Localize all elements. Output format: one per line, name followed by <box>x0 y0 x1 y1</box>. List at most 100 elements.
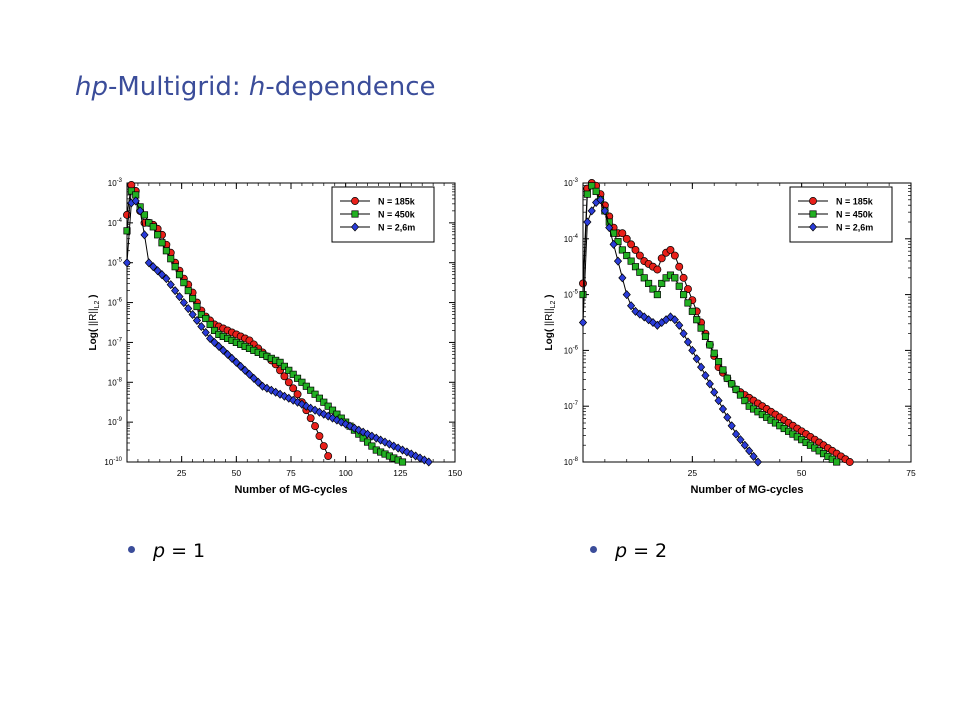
data-point <box>302 382 310 390</box>
data-point <box>227 353 237 363</box>
bullet-var: p <box>153 540 166 562</box>
title-hp: hp <box>75 72 108 102</box>
y-tick-label: 10-8 <box>108 377 123 387</box>
y-tick-label: 10-3 <box>108 178 123 188</box>
data-point <box>631 246 640 254</box>
data-point <box>588 182 596 190</box>
data-point <box>605 223 614 233</box>
data-point <box>328 406 337 414</box>
data-point <box>206 320 214 329</box>
y-tick-label: 10-4 <box>564 234 579 244</box>
data-point <box>157 270 167 280</box>
data-point <box>723 374 731 382</box>
data-point <box>285 366 293 374</box>
data-point <box>153 266 162 276</box>
data-point <box>701 332 710 341</box>
data-point <box>398 458 407 466</box>
data-point <box>184 304 193 314</box>
data-point <box>197 321 206 332</box>
data-point <box>658 279 666 287</box>
data-point <box>297 399 307 409</box>
data-point <box>627 301 636 311</box>
data-point <box>262 383 272 393</box>
data-point <box>706 341 714 349</box>
data-point <box>193 303 201 311</box>
data-point <box>631 306 640 316</box>
slide-title: hp-Multigrid: h-dependence <box>75 72 436 102</box>
y-tick-label: 10-5 <box>564 290 579 300</box>
data-point <box>683 337 693 347</box>
data-point <box>741 397 749 405</box>
data-point <box>587 206 596 216</box>
data-point <box>809 197 817 205</box>
data-point <box>122 258 132 268</box>
data-point <box>701 370 710 381</box>
x-tick-label: 75 <box>906 468 916 478</box>
x-tick-label: 125 <box>393 468 407 478</box>
data-point <box>284 378 293 387</box>
data-point <box>631 263 640 271</box>
y-axis-label: Log( ||R||L2 ) <box>544 295 557 351</box>
bullet-text: = 1 <box>165 540 206 562</box>
data-point <box>808 222 818 232</box>
data-point <box>328 413 337 423</box>
data-point <box>197 310 205 319</box>
data-point <box>179 298 188 308</box>
legend-label: N = 185k <box>378 197 416 207</box>
data-point <box>368 442 376 450</box>
data-point <box>845 458 854 466</box>
data-point <box>192 315 202 326</box>
data-point <box>723 412 732 422</box>
title-h: h <box>248 72 266 102</box>
data-point <box>189 295 197 303</box>
x-tick-label: 25 <box>177 468 187 478</box>
data-point <box>289 384 298 393</box>
data-point <box>740 440 749 450</box>
data-point <box>127 187 135 195</box>
data-point <box>675 262 684 271</box>
data-point <box>728 380 736 388</box>
data-point <box>693 316 701 324</box>
data-point <box>600 206 609 216</box>
data-point <box>171 286 180 296</box>
data-point <box>184 287 192 295</box>
data-point <box>653 265 662 274</box>
data-point <box>627 257 635 265</box>
data-point <box>206 333 215 343</box>
data-point <box>254 377 263 387</box>
x-tick-label: 50 <box>797 468 807 478</box>
data-point <box>276 358 284 366</box>
x-axis-label: Number of MG-cycles <box>690 484 803 496</box>
data-point <box>166 280 175 290</box>
legend-label: N = 2,6m <box>378 223 415 233</box>
data-point <box>697 362 706 372</box>
data-point <box>753 457 763 467</box>
bullet-text: = 2 <box>627 540 668 562</box>
x-tick-label: 100 <box>339 468 353 478</box>
data-point <box>385 439 394 449</box>
data-point <box>145 219 153 227</box>
x-tick-label: 75 <box>286 468 296 478</box>
data-point <box>162 247 170 255</box>
legend-label: N = 185k <box>836 197 874 207</box>
data-point <box>315 407 324 417</box>
data-point <box>622 234 631 243</box>
data-point <box>705 379 714 389</box>
data-point <box>653 291 661 299</box>
data-point <box>675 320 684 330</box>
data-point <box>684 285 692 293</box>
x-axis-label: Number of MG-cycles <box>234 484 347 496</box>
data-point <box>398 445 407 455</box>
data-point <box>376 435 385 445</box>
data-point <box>583 217 592 227</box>
y-tick-label: 10-6 <box>108 298 123 308</box>
bullet-var: p <box>615 540 628 562</box>
data-point <box>302 401 311 411</box>
data-point <box>583 190 591 198</box>
data-point <box>424 457 433 467</box>
bullet-dot <box>128 546 135 553</box>
data-point <box>635 251 644 260</box>
data-point <box>315 394 323 402</box>
